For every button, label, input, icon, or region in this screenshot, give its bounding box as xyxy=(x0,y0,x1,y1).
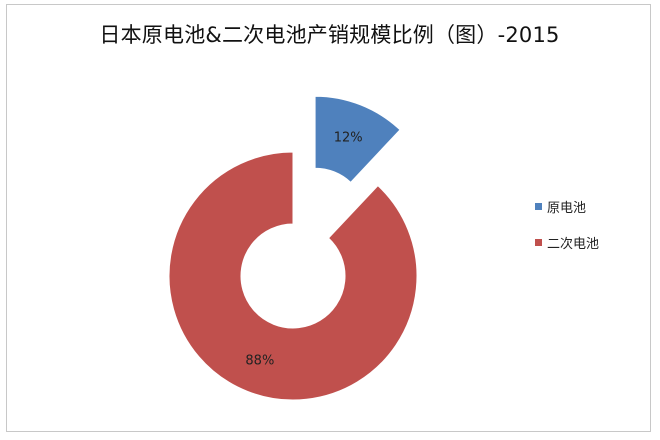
legend-label-primary-battery: 原电池 xyxy=(547,200,587,216)
legend-item-secondary-battery: 二次电池 xyxy=(535,231,599,253)
legend-swatch-secondary-battery xyxy=(535,238,542,246)
slice-primary-battery xyxy=(314,95,401,184)
data-label-primary-battery: 12% xyxy=(334,131,363,146)
legend-item-primary-battery: 原电池 xyxy=(535,195,599,217)
data-label-secondary-battery: 88% xyxy=(245,354,274,369)
legend: 原电池 二次电池 xyxy=(535,195,599,267)
chart-frame: 日本原电池&二次电池产销规模比例（图）-2015 12% 88% 原电池 二次电池 xyxy=(6,4,651,432)
legend-swatch-primary-battery xyxy=(535,202,542,210)
slice-secondary-battery xyxy=(168,151,418,401)
doughnut-plot: 12% 88% xyxy=(168,95,418,401)
chart-title: 日本原电池&二次电池产销规模比例（图）-2015 xyxy=(99,23,560,47)
legend-label-secondary-battery: 二次电池 xyxy=(547,236,600,252)
